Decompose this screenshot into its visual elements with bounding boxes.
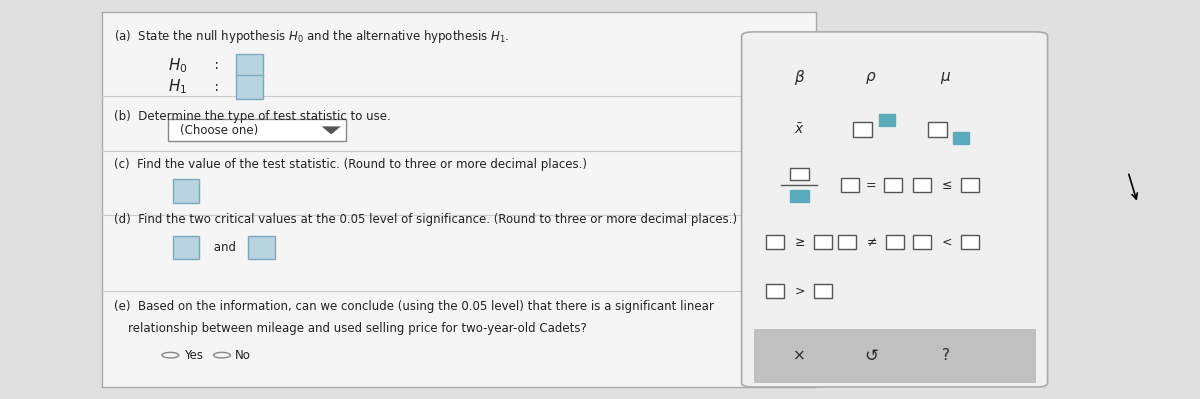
Bar [236, 75, 263, 99]
FancyBboxPatch shape [102, 12, 816, 387]
Text: $\beta$: $\beta$ [793, 68, 805, 87]
Bar [767, 284, 785, 298]
Text: ?: ? [942, 348, 949, 363]
Text: ×: × [793, 348, 805, 363]
Bar [173, 235, 199, 259]
Text: and: and [210, 241, 240, 254]
Text: (a)  State the null hypothesis $H_0$ and the alternative hypothesis $H_1$.: (a) State the null hypothesis $H_0$ and … [114, 28, 510, 45]
Text: $\leq$: $\leq$ [938, 179, 953, 192]
Bar [173, 179, 199, 203]
Text: =: = [866, 179, 876, 192]
Text: (Choose one): (Choose one) [180, 124, 258, 137]
Text: $\rho$: $\rho$ [865, 69, 877, 85]
Bar [767, 235, 785, 249]
Text: (d)  Find the two critical values at the 0.05 level of significance. (Round to t: (d) Find the two critical values at the … [114, 213, 737, 226]
Bar [878, 114, 895, 126]
Text: No: No [235, 349, 251, 361]
Text: :: : [210, 58, 223, 72]
Text: $\geq$: $\geq$ [792, 236, 806, 249]
Bar [790, 190, 809, 202]
FancyBboxPatch shape [742, 32, 1048, 387]
Text: $<$: $<$ [938, 236, 953, 249]
Bar [839, 235, 857, 249]
Bar [954, 132, 970, 144]
Text: $\mu$: $\mu$ [940, 69, 952, 85]
Bar [248, 235, 275, 259]
Text: $\neq$: $\neq$ [864, 236, 878, 249]
Bar [961, 178, 979, 192]
Bar [815, 235, 833, 249]
Bar [853, 122, 872, 137]
Bar [928, 122, 947, 137]
Bar [840, 178, 859, 192]
Text: ↺: ↺ [864, 347, 878, 365]
Bar [884, 178, 902, 192]
Bar [754, 329, 1036, 383]
Bar [961, 235, 979, 249]
Bar [790, 168, 809, 180]
Text: $H_1$: $H_1$ [168, 78, 187, 96]
Text: $H_0$: $H_0$ [168, 56, 187, 75]
Text: (c)  Find the value of the test statistic. (Round to three or more decimal place: (c) Find the value of the test statistic… [114, 158, 587, 172]
Text: Yes: Yes [184, 349, 203, 361]
FancyBboxPatch shape [168, 119, 346, 141]
Text: $>$: $>$ [792, 284, 806, 298]
Bar [913, 235, 931, 249]
Text: $\bar{x}$: $\bar{x}$ [794, 122, 804, 137]
Bar [913, 178, 931, 192]
Text: (b)  Determine the type of test statistic to use.: (b) Determine the type of test statistic… [114, 111, 391, 123]
Bar [236, 53, 263, 77]
Text: relationship between mileage and used selling price for two-year-old Cadets?: relationship between mileage and used se… [128, 322, 587, 336]
Bar [886, 235, 905, 249]
Bar [815, 284, 833, 298]
Polygon shape [322, 126, 341, 134]
Text: :: : [210, 80, 223, 94]
Text: (e)  Based on the information, can we conclude (using the 0.05 level) that there: (e) Based on the information, can we con… [114, 300, 714, 313]
